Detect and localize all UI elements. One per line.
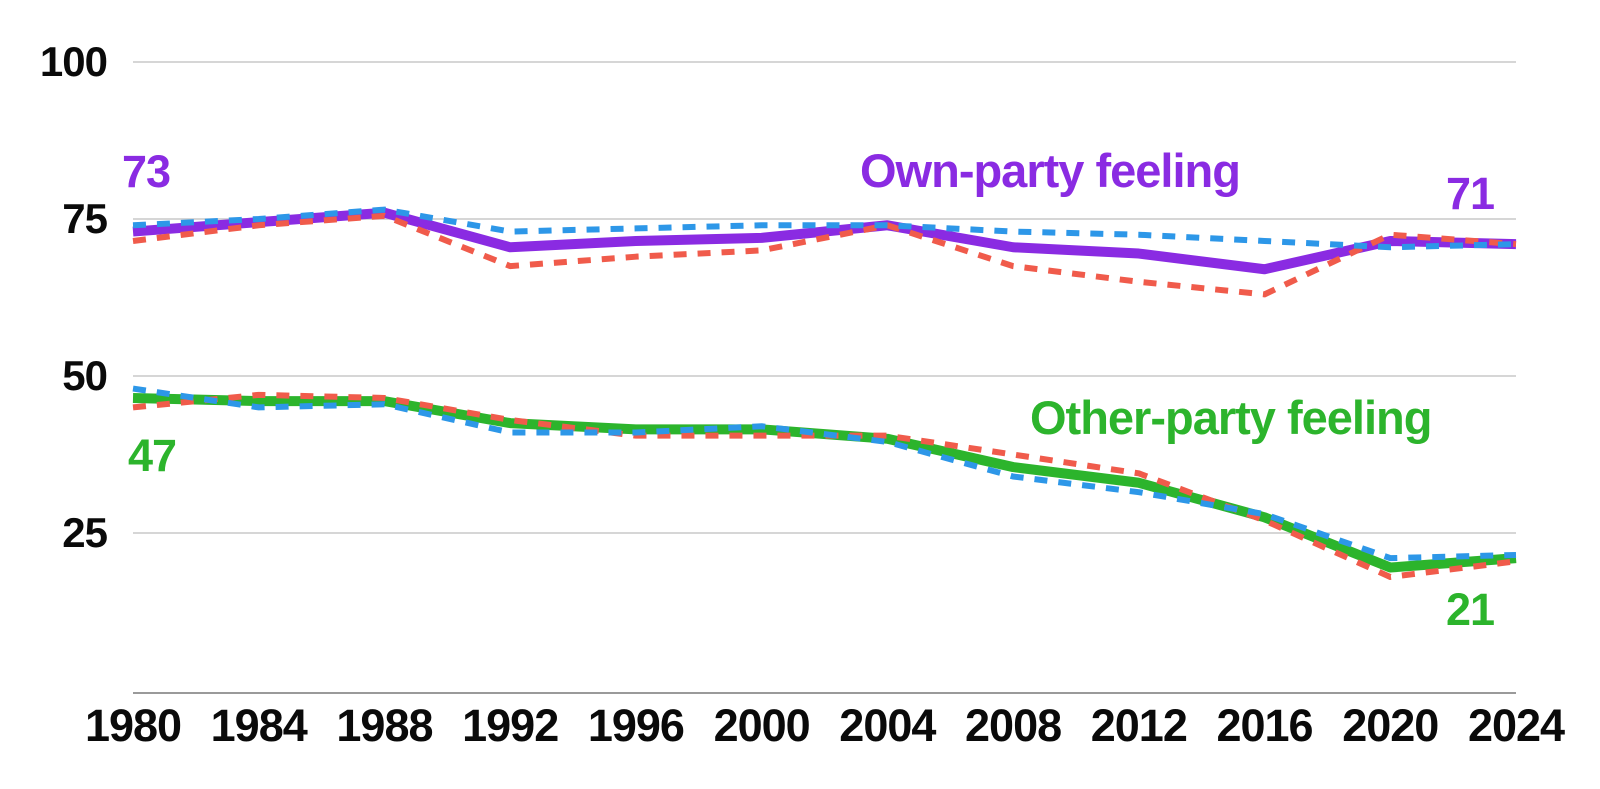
x-tick-label-2008: 2008: [965, 700, 1062, 751]
x-tick-label-2004: 2004: [839, 700, 936, 751]
x-tick-label-2012: 2012: [1090, 700, 1188, 751]
other-party-start-value-label: 47: [128, 430, 177, 481]
series-line-own-solid-average: [132, 207, 1517, 275]
y-tick-label-25: 25: [62, 509, 108, 556]
x-tick-label-1984: 1984: [210, 700, 308, 751]
x-tick-label-1988: 1988: [336, 700, 433, 751]
x-tick-label-2020: 2020: [1342, 700, 1439, 751]
x-tick-label-2024: 2024: [1467, 700, 1565, 751]
other-party-end-value-label: 21: [1446, 584, 1495, 635]
y-tick-label-75: 75: [62, 195, 108, 242]
other-party-series-label: Other-party feeling: [1030, 391, 1432, 444]
own-party-series-label: Own-party feeling: [860, 144, 1241, 197]
x-tick-label-1996: 1996: [587, 700, 685, 751]
own-party-end-value-label: 71: [1446, 168, 1495, 219]
x-tick-label-1992: 1992: [462, 700, 559, 751]
x-tick-label-2016: 2016: [1216, 700, 1313, 751]
series-line-other-dashed-blue: [132, 385, 1517, 562]
own-party-start-value-label: 73: [122, 146, 171, 197]
x-tick-label-2000: 2000: [713, 700, 811, 751]
series-line-own-dashed-blue: [132, 206, 1517, 251]
x-tick-label-1980: 1980: [84, 700, 182, 751]
y-tick-label-100: 100: [39, 38, 108, 85]
series-line-own-dashed-red: [132, 212, 1517, 298]
y-tick-label-50: 50: [62, 352, 108, 399]
